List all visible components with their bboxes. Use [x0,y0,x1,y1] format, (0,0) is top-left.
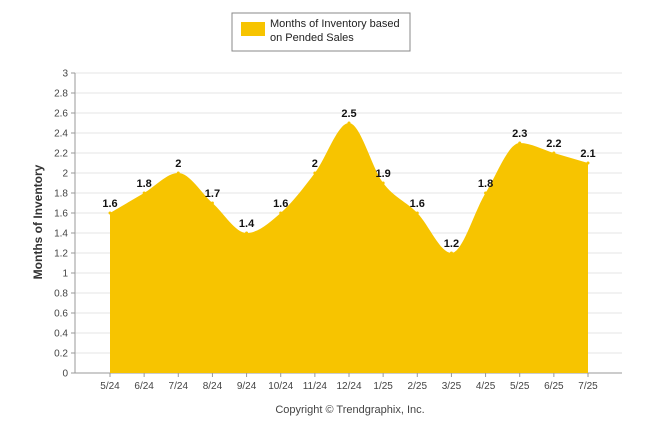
y-tick-label: 0.8 [54,289,68,300]
y-tick-label: 1.4 [54,229,68,240]
data-point [108,211,112,215]
y-tick-label: 2.4 [54,129,68,140]
x-tick-label: 6/24 [134,381,154,392]
x-tick-label: 1/25 [373,381,393,392]
data-point [176,171,180,175]
legend-label-line-1: Months of Inventory based [270,18,400,30]
legend: Months of Inventory based on Pended Sale… [231,12,411,52]
y-tick-label: 0.2 [54,349,68,360]
data-point [449,251,453,255]
y-tick-label: 0 [62,369,68,380]
data-label: 2.3 [512,128,527,140]
x-tick-label: 11/24 [303,381,328,392]
data-label: 2 [312,158,318,170]
data-label: 2.1 [580,148,595,160]
y-tick-label: 3 [62,69,68,80]
x-tick-label: 5/24 [100,381,120,392]
x-tick-label: 9/24 [237,381,257,392]
x-tick-label: 8/24 [203,381,223,392]
y-tick-label: 0.6 [54,309,68,320]
data-label: 1.6 [102,198,117,210]
data-point [518,141,522,145]
series-area [110,123,588,373]
x-tick-label: 3/25 [442,381,462,392]
data-label: 1.7 [205,188,220,200]
data-point [245,231,249,235]
data-point [347,121,351,125]
data-point [552,151,556,155]
data-point [381,181,385,185]
data-label: 2.5 [341,108,356,120]
x-tick-label: 10/24 [268,381,293,392]
y-tick-label: 2.6 [54,109,68,120]
x-tick-label: 7/25 [578,381,598,392]
data-point [313,171,317,175]
x-tick-label: 12/24 [336,381,361,392]
y-axis-label: Months of Inventory [31,164,45,279]
y-tick-label: 1.8 [54,189,68,200]
data-point [279,211,283,215]
legend-swatch [241,22,265,36]
y-tick-label: 2.8 [54,89,68,100]
data-point [210,201,214,205]
data-label: 2 [175,158,181,170]
data-label: 1.6 [273,198,288,210]
data-label: 1.2 [444,238,459,250]
x-tick-label: 6/25 [544,381,564,392]
y-tick-label: 2 [62,169,68,180]
data-labels: 1.6 1.8 2 1.7 1.4 1.6 2 2.5 1.9 1.6 1.2 1.8 2.3 2.2 2.… [102,108,595,250]
data-label: 1.9 [375,168,390,180]
y-tick-label: 1.6 [54,209,68,220]
data-point [142,191,146,195]
data-label: 1.8 [136,178,151,190]
y-tick-label: 1 [62,269,68,280]
y-tick-label: 1.2 [54,249,68,260]
x-tick-label: 4/25 [476,381,496,392]
data-point [415,211,419,215]
data-label: 1.6 [410,198,425,210]
y-tick-label: 2.2 [54,149,68,160]
data-label: 2.2 [546,138,561,150]
data-point [586,161,590,165]
data-point [484,191,488,195]
legend-label-line-2: on Pended Sales [270,32,354,44]
data-label: 1.8 [478,178,493,190]
plot-area [108,121,590,373]
copyright-credit: Copyright © Trendgraphix, Inc. [275,404,424,416]
y-tick-label: 0.4 [54,329,68,340]
x-tick-label: 5/25 [510,381,530,392]
axes: 0 0.2 0.4 0.6 0.8 1 1.2 1.4 1.6 1.8 2 2.2 2.4 2.6 2.8 3… [54,69,622,392]
x-tick-label: 2/25 [408,381,428,392]
data-label: 1.4 [239,218,255,230]
x-tick-label: 7/24 [169,381,189,392]
